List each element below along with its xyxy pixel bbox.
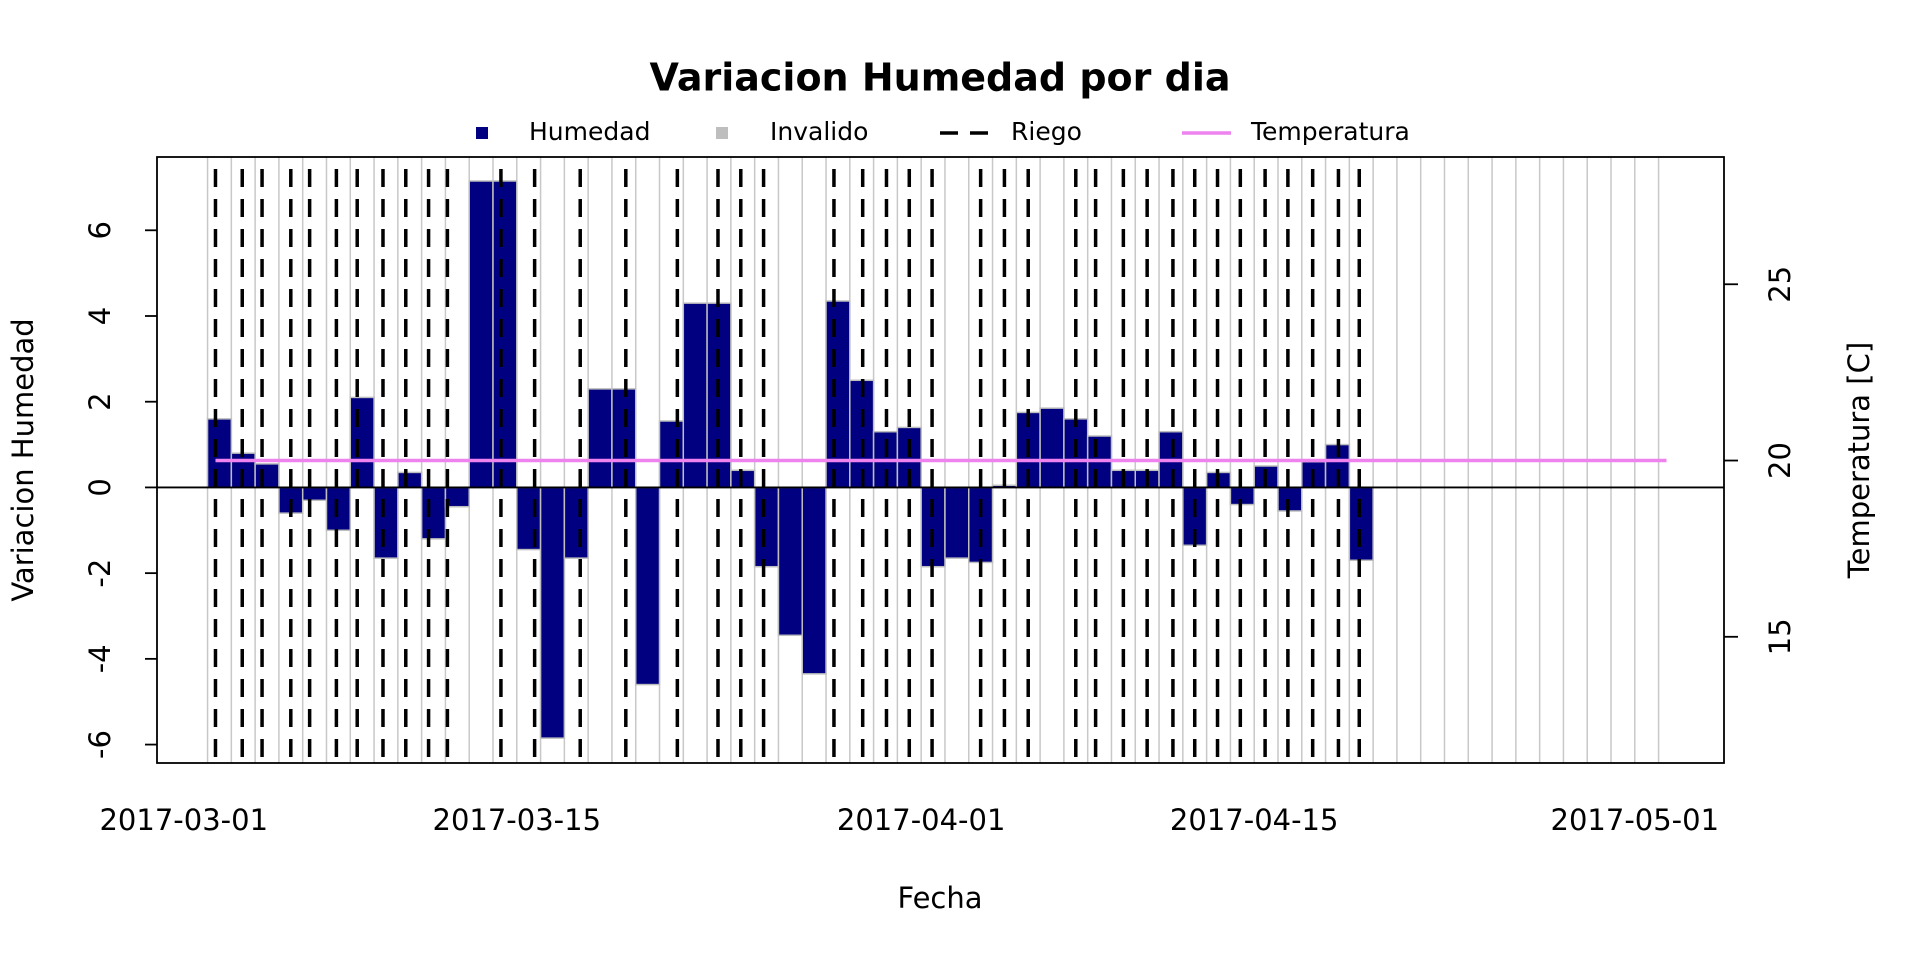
- y-tick-label: 2: [83, 392, 117, 410]
- bar: [1229, 486, 1255, 506]
- x-tick-label: 2017-04-15: [1170, 803, 1339, 837]
- bar: [206, 418, 233, 489]
- chart-title: Variacion Humedad por dia: [650, 56, 1231, 100]
- bar: [254, 463, 280, 489]
- bar: [301, 486, 328, 502]
- bar: [587, 388, 613, 489]
- legend-swatch: [476, 127, 488, 139]
- x-tick-label: 2017-03-01: [99, 803, 268, 837]
- bar: [397, 471, 423, 489]
- y-tick-label: -4: [83, 644, 117, 673]
- x-tick-label: 2017-03-15: [433, 803, 602, 837]
- y2-tick-label: 25: [1763, 266, 1797, 303]
- y-tick-label: 4: [83, 307, 117, 325]
- legend-label: Riego: [1011, 117, 1082, 146]
- y2-tick-label: 20: [1763, 442, 1797, 479]
- bar: [349, 396, 375, 489]
- bar: [658, 420, 685, 489]
- y-tick-label: 0: [83, 478, 117, 496]
- legend-label: Invalido: [770, 117, 868, 146]
- y-tick-label: -2: [83, 559, 117, 588]
- legend-label: Temperatura: [1250, 117, 1410, 146]
- bar: [1348, 486, 1374, 562]
- bar: [373, 486, 399, 559]
- bar: [777, 486, 803, 637]
- x-tick-label: 2017-04-01: [837, 803, 1006, 837]
- bar: [1277, 486, 1303, 512]
- bar: [468, 180, 494, 489]
- legend-swatch: [716, 127, 728, 139]
- bar: [516, 486, 542, 551]
- bar: [325, 486, 352, 532]
- bar: [634, 486, 661, 686]
- bar: [944, 486, 970, 559]
- riego-lines: [213, 169, 1362, 763]
- bar: [539, 486, 566, 739]
- bar: [563, 486, 589, 559]
- y-tick-label: 6: [83, 221, 117, 239]
- bar: [801, 486, 827, 675]
- x-tick-label: 2017-05-01: [1551, 803, 1720, 837]
- y-axis-label: Variacion Humedad: [6, 318, 40, 601]
- bar: [1039, 407, 1065, 489]
- bar: [611, 388, 637, 489]
- bar: [730, 469, 756, 489]
- bar: [753, 486, 780, 568]
- y-tick-label: -6: [83, 730, 117, 759]
- bar: [492, 180, 518, 489]
- legend-label: Humedad: [529, 117, 650, 146]
- bar: [420, 486, 447, 540]
- y2-axis-label: Temperatura [C]: [1842, 342, 1876, 579]
- bar: [967, 486, 994, 564]
- y2-tick-label: 15: [1763, 618, 1797, 655]
- x-axis-label: Fecha: [897, 881, 982, 915]
